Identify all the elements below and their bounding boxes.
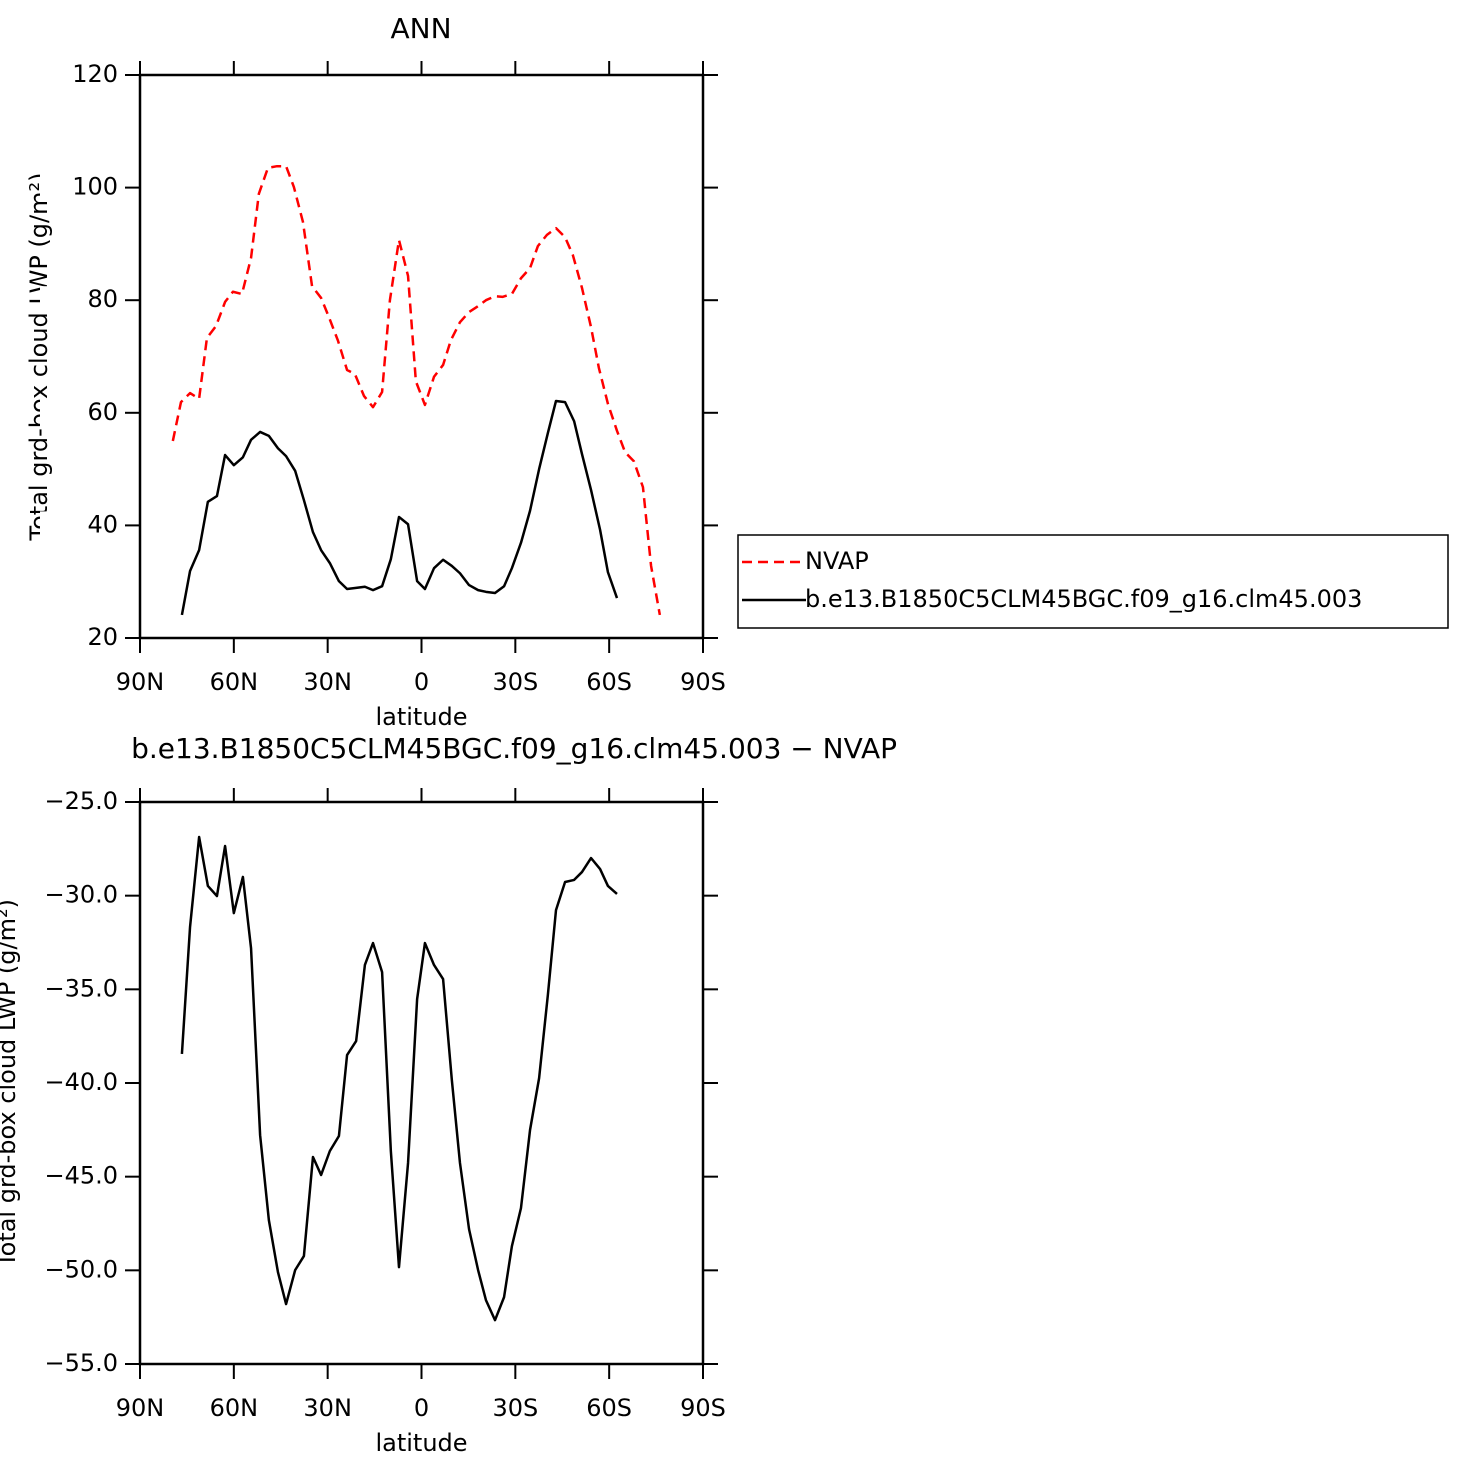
tick-label-bg (40, 286, 120, 315)
tick-label-bg (40, 61, 120, 89)
y-tick-label: 100 (72, 173, 118, 201)
y-tick-label: −25.0 (44, 787, 118, 815)
x-tick-label: 30S (492, 1394, 538, 1422)
legend-label: NVAP (805, 547, 869, 575)
legend: NVAP b.e13.B1850C5CLM45BGC.f09_g16.clm45.… (737, 534, 1449, 629)
tick-label-bg (40, 511, 120, 540)
y-tick-label: −30.0 (44, 881, 118, 909)
legend-box (737, 534, 1449, 629)
x-tick-label: 30S (492, 668, 538, 696)
tick-label-bg (40, 1350, 120, 1378)
plot-frame (138, 800, 705, 1366)
x-axis-label: latitude (375, 1429, 467, 1457)
x-tick-label: 60S (586, 1394, 632, 1422)
y-tick-label: −50.0 (44, 1255, 118, 1283)
series-line (180, 835, 618, 1322)
x-axis-label: latitude (375, 703, 467, 731)
x-tick-label: 90S (680, 1394, 726, 1422)
chart-title: ANN (390, 12, 451, 45)
series-line (180, 399, 619, 616)
x-tick-label: 60N (210, 668, 259, 696)
tick-label-bg (40, 788, 120, 816)
y-axis-label: Total grd-box cloud LWP (g/m²) (0, 899, 21, 1268)
tick-label-bg (40, 881, 120, 910)
plot-frame (138, 73, 705, 640)
y-tick-label: −40.0 (44, 1068, 118, 1096)
x-tick-label: 30N (303, 1394, 352, 1422)
tick-label-bg (40, 975, 120, 1004)
x-tick-label: 90N (116, 1394, 165, 1422)
x-tick-label: 60N (210, 1394, 259, 1422)
tick-label-bg (40, 624, 120, 652)
y-tick-label: −45.0 (44, 1162, 118, 1190)
y-tick-label: 120 (72, 60, 118, 88)
x-tick-label: 60S (586, 668, 632, 696)
tick-label-bg (40, 173, 120, 202)
tick-label-bg (40, 1069, 120, 1097)
tick-label-bg (40, 398, 120, 427)
series-line (171, 164, 662, 616)
y-tick-label: 20 (87, 623, 118, 651)
y-tick-label: 40 (87, 510, 118, 538)
y-tick-label: −35.0 (44, 974, 118, 1002)
legend-label: b.e13.B1850C5CLM45BGC.f09_g16.clm45.003 (805, 585, 1362, 613)
x-tick-label: 0 (414, 1394, 429, 1422)
x-tick-label: 30N (303, 668, 352, 696)
x-tick-label: 90N (116, 668, 165, 696)
chart-title: b.e13.B1850C5CLM45BGC.f09_g16.clm45.003 … (131, 732, 897, 765)
x-tick-label: 0 (414, 668, 429, 696)
y-axis-label: Total grd-box cloud LWP (g/m²) (25, 173, 53, 542)
y-tick-label: 60 (87, 398, 118, 426)
x-tick-label: 90S (680, 668, 726, 696)
tick-label-bg (40, 1162, 120, 1191)
y-tick-label: 80 (87, 285, 118, 313)
y-tick-label: −55.0 (44, 1349, 118, 1377)
tick-label-bg (40, 1256, 120, 1285)
